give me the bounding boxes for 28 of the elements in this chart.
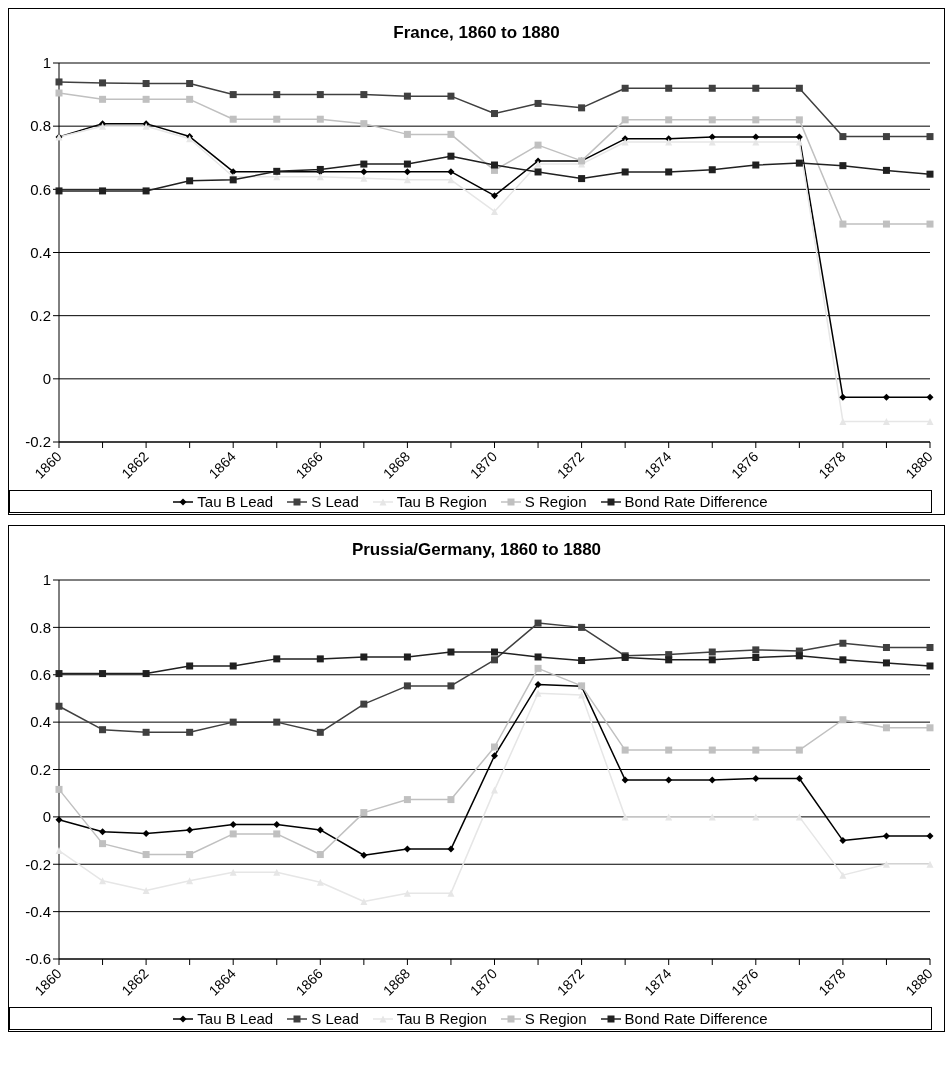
y-tick-label: 1 bbox=[42, 571, 51, 589]
y-tick-label: -0.6 bbox=[25, 950, 51, 968]
y-tick-label: -0.2 bbox=[25, 433, 51, 451]
y-tick-label: -0.2 bbox=[25, 855, 51, 873]
legend-label: Tau B Region bbox=[396, 493, 487, 510]
y-tick-label: 1 bbox=[42, 54, 51, 72]
legend-label: S Region bbox=[524, 493, 587, 510]
legend-label: S Lead bbox=[311, 493, 359, 510]
y-tick-label: 0.2 bbox=[30, 306, 51, 324]
legend-label: Tau B Lead bbox=[197, 1010, 274, 1027]
y-tick-label: 0.6 bbox=[30, 180, 51, 198]
y-tick-label: 0.6 bbox=[30, 666, 51, 684]
legend-label: Tau B Region bbox=[396, 1010, 487, 1027]
y-tick-label: 0.4 bbox=[30, 243, 51, 261]
legend-label: S Region bbox=[524, 1010, 587, 1027]
legend-label: Bond Rate Difference bbox=[624, 493, 768, 510]
y-tick-label: 0.8 bbox=[30, 618, 51, 636]
chart-title: Prussia/Germany, 1860 to 1880 bbox=[350, 539, 603, 561]
y-tick-label: 0.8 bbox=[30, 117, 51, 135]
legend-label: Tau B Lead bbox=[197, 493, 274, 510]
y-tick-label: 0 bbox=[42, 370, 51, 388]
legend-label: S Lead bbox=[311, 1010, 359, 1027]
y-tick-label: 0.4 bbox=[30, 713, 51, 731]
legend-label: Bond Rate Difference bbox=[624, 1010, 768, 1027]
y-tick-label: 0.2 bbox=[30, 760, 51, 778]
y-tick-label: 0 bbox=[42, 808, 51, 826]
chart-title: France, 1860 to 1880 bbox=[392, 22, 561, 44]
y-tick-label: -0.4 bbox=[25, 902, 51, 920]
